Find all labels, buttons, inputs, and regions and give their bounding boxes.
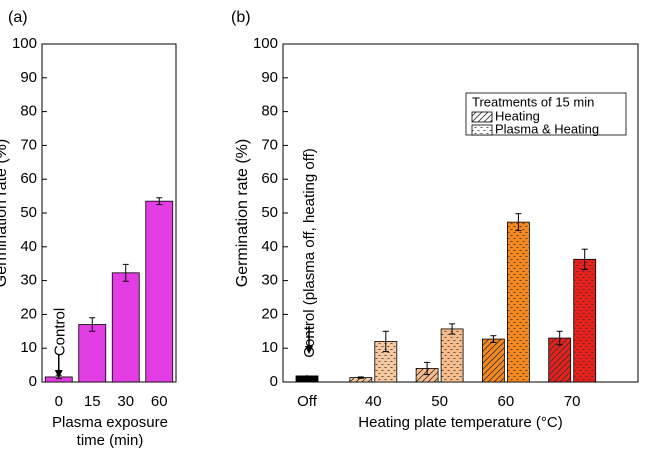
- arrow-head: [305, 346, 313, 354]
- legend-label: Plasma & Heating: [495, 121, 599, 136]
- x-tick-label: 60: [151, 393, 168, 410]
- y-tick-label: 70: [20, 136, 37, 153]
- y-tick-label: 0: [270, 373, 278, 390]
- bar: [111, 272, 140, 383]
- y-tick-label: 80: [20, 103, 37, 120]
- bar: [506, 221, 530, 383]
- error-bar: [449, 323, 456, 335]
- bar: [481, 338, 505, 383]
- x-tick-label: 70: [564, 393, 581, 410]
- bar: [78, 324, 107, 383]
- error-bar: [515, 213, 522, 232]
- y-tick-label: 20: [20, 305, 37, 322]
- legend-label: Heating: [495, 108, 540, 123]
- error-bar: [382, 330, 389, 353]
- y-tick-label: 30: [261, 272, 278, 289]
- bar: [145, 200, 174, 383]
- x-tick-label: 30: [117, 393, 134, 410]
- y-tick-label: 90: [20, 69, 37, 86]
- error-bar: [424, 361, 431, 376]
- y-axis-label: Germination rate (%): [0, 139, 10, 288]
- legend-box: [465, 92, 627, 136]
- error-bar: [490, 335, 497, 343]
- error-bar: [122, 263, 129, 282]
- x-axis-label: Heating plate temperature (°C): [358, 414, 563, 431]
- y-tick-label: 0: [29, 373, 37, 390]
- error-bar: [156, 197, 163, 206]
- y-tick-label: 50: [20, 204, 37, 221]
- annotation: Control: [52, 308, 69, 356]
- y-tick-label: 10: [20, 339, 37, 356]
- x-tick-label: Off: [297, 393, 318, 410]
- y-axis-label: Germination rate (%): [234, 139, 251, 288]
- y-tick-label: 70: [261, 136, 278, 153]
- y-tick-label: 40: [20, 238, 37, 255]
- bar: [573, 258, 597, 383]
- panel-label: (a): [8, 9, 28, 26]
- arrow-head: [54, 370, 63, 378]
- y-tick-label: 10: [261, 339, 278, 356]
- y-tick-label: 100: [12, 35, 37, 52]
- x-tick-label: 60: [498, 393, 515, 410]
- x-tick-label: 0: [55, 393, 63, 410]
- error-bar: [581, 248, 588, 270]
- annotation: Control (plasma off, heating off): [301, 148, 318, 358]
- y-tick-label: 20: [261, 305, 278, 322]
- y-tick-label: 60: [261, 170, 278, 187]
- x-tick-label: 15: [84, 393, 101, 410]
- error-bar: [556, 330, 563, 346]
- y-tick-label: 40: [261, 238, 278, 255]
- y-tick-label: 90: [261, 69, 278, 86]
- legend-swatch: [471, 124, 493, 136]
- x-tick-label: 50: [431, 393, 448, 410]
- error-bar: [89, 317, 96, 332]
- y-tick-label: 80: [261, 103, 278, 120]
- x-axis-label: Plasma exposure time (min): [52, 414, 168, 449]
- panel-label: (b): [231, 9, 251, 26]
- y-tick-label: 30: [20, 272, 37, 289]
- y-tick-label: 60: [20, 170, 37, 187]
- legend-swatch: [471, 111, 493, 123]
- y-tick-label: 50: [261, 204, 278, 221]
- bar: [440, 328, 464, 383]
- y-tick-label: 100: [253, 35, 278, 52]
- error-bar: [357, 376, 364, 379]
- x-tick-label: 40: [365, 393, 382, 410]
- legend-title: Treatments of 15 min: [472, 94, 594, 109]
